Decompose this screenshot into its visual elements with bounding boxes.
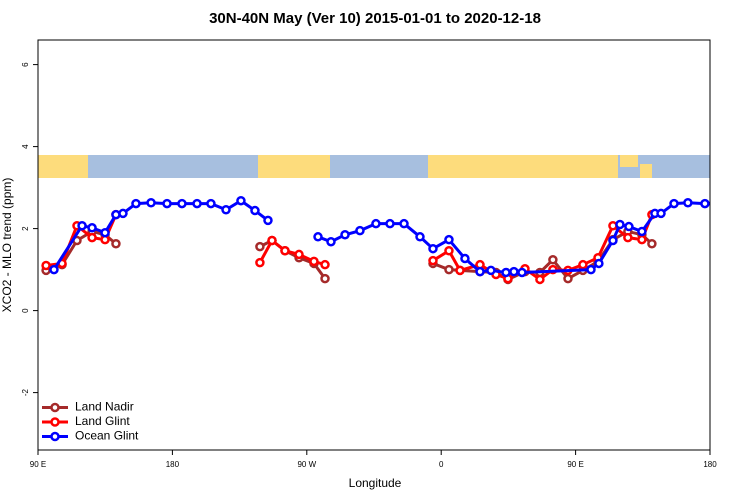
x-tick-label: 180	[166, 460, 180, 469]
data-point	[563, 273, 573, 284]
data-point	[509, 266, 519, 277]
data-point	[100, 227, 110, 238]
data-point	[637, 234, 647, 245]
data-point	[700, 198, 710, 209]
legend-label: Land Nadir	[75, 400, 134, 414]
data-point	[320, 259, 330, 270]
data-point	[428, 243, 438, 254]
data-point	[255, 241, 265, 252]
data-point	[647, 239, 657, 249]
data-point	[444, 264, 454, 275]
data-point	[475, 266, 485, 277]
data-point	[131, 198, 141, 209]
data-point	[206, 198, 216, 209]
data-point	[221, 204, 231, 215]
data-point	[313, 232, 323, 242]
data-point	[294, 249, 304, 260]
data-point	[326, 236, 336, 247]
data-point	[548, 255, 558, 265]
data-point	[455, 265, 465, 276]
data-point	[320, 273, 330, 284]
data-point	[111, 239, 121, 249]
data-point	[87, 223, 97, 233]
data-point	[255, 257, 265, 268]
x-tick-label: 90 E	[30, 460, 46, 469]
data-point	[683, 198, 693, 208]
data-point	[615, 219, 625, 230]
data-point	[355, 225, 365, 236]
data-point	[250, 205, 260, 216]
data-point	[177, 198, 187, 209]
data-point	[371, 218, 381, 229]
x-tick-label: 180	[703, 460, 717, 469]
data-point	[340, 230, 350, 240]
data-point	[280, 245, 290, 256]
data-point	[309, 256, 319, 267]
map-strip	[38, 155, 710, 178]
data-point	[637, 226, 647, 237]
legend-label: Ocean Glint	[75, 429, 139, 443]
y-tick-label: 4	[21, 144, 30, 149]
legend-marker	[50, 402, 60, 413]
data-point	[162, 198, 172, 209]
data-point	[444, 245, 454, 256]
data-point	[594, 258, 604, 269]
data-point	[399, 218, 409, 229]
data-point	[460, 253, 470, 264]
data-point	[669, 198, 679, 209]
data-point	[77, 220, 87, 231]
data-point	[535, 274, 545, 285]
y-axis-label: XCO2 - MLO trend (ppm)	[0, 178, 14, 313]
x-tick-label: 0	[439, 460, 444, 469]
data-point	[517, 267, 527, 278]
y-tick-label: -2	[21, 388, 30, 396]
data-point	[49, 264, 59, 275]
data-point	[41, 260, 51, 271]
chart-title: 30N-40N May (Ver 10) 2015-01-01 to 2020-…	[209, 10, 541, 27]
data-point	[486, 265, 496, 276]
data-point	[624, 221, 634, 232]
data-point	[578, 259, 588, 270]
data-point	[415, 232, 425, 242]
data-point	[428, 255, 438, 266]
data-point	[501, 267, 511, 278]
y-tick-label: 0	[21, 308, 30, 313]
legend-marker	[50, 431, 60, 442]
data-point	[267, 235, 277, 246]
data-point	[263, 215, 273, 226]
legend-label: Land Glint	[75, 414, 130, 428]
x-axis-label: Longitude	[349, 476, 402, 490]
data-point	[385, 218, 395, 229]
x-tick-label: 90 E	[567, 460, 583, 469]
x-tick-label: 90 W	[297, 460, 316, 469]
plot-frame	[37, 39, 711, 451]
data-point	[656, 208, 666, 219]
y-tick-label: 6	[21, 62, 30, 67]
data-point	[623, 232, 633, 243]
data-point	[192, 198, 202, 209]
data-point	[118, 208, 128, 219]
data-point	[586, 264, 596, 275]
data-point	[236, 195, 246, 206]
legend-marker	[50, 417, 60, 427]
data-point	[146, 198, 156, 208]
data-point	[87, 232, 97, 243]
data-point	[608, 235, 618, 246]
data-point	[444, 234, 454, 245]
y-tick-label: 2	[21, 226, 30, 231]
